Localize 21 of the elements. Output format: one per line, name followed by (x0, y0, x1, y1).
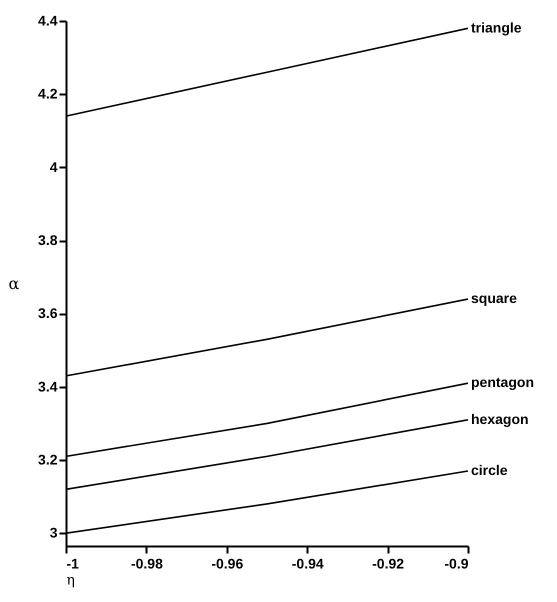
y-tick-label: 3.2 (38, 452, 58, 468)
x-axis-title: η (66, 572, 75, 588)
y-tick-label: 3 (50, 524, 58, 541)
y-tick-label: 4.4 (38, 12, 58, 28)
series-label: hexagon (471, 410, 529, 427)
x-tick-label: -0.92 (372, 556, 404, 572)
x-tick-label: -0.98 (130, 556, 164, 572)
x-tick-label: -0.9 (444, 556, 469, 572)
y-tick-label: 4 (50, 158, 58, 175)
y-tick-label: 3.8 (38, 232, 58, 248)
x-tick-label: -1 (66, 556, 80, 572)
y-tick-label: 3.6 (38, 305, 58, 322)
y-tick-label: 4.2 (38, 86, 58, 102)
series-label: circle (471, 462, 508, 478)
y-axis-title: α (8, 274, 20, 293)
series-label: pentagon (471, 374, 534, 390)
series-label: triangle (471, 19, 522, 36)
y-tick-label: 3.4 (38, 378, 58, 394)
x-tick-label: -0.96 (211, 556, 244, 572)
series-label: square (471, 290, 518, 306)
x-tick-label: -0.94 (292, 556, 324, 572)
